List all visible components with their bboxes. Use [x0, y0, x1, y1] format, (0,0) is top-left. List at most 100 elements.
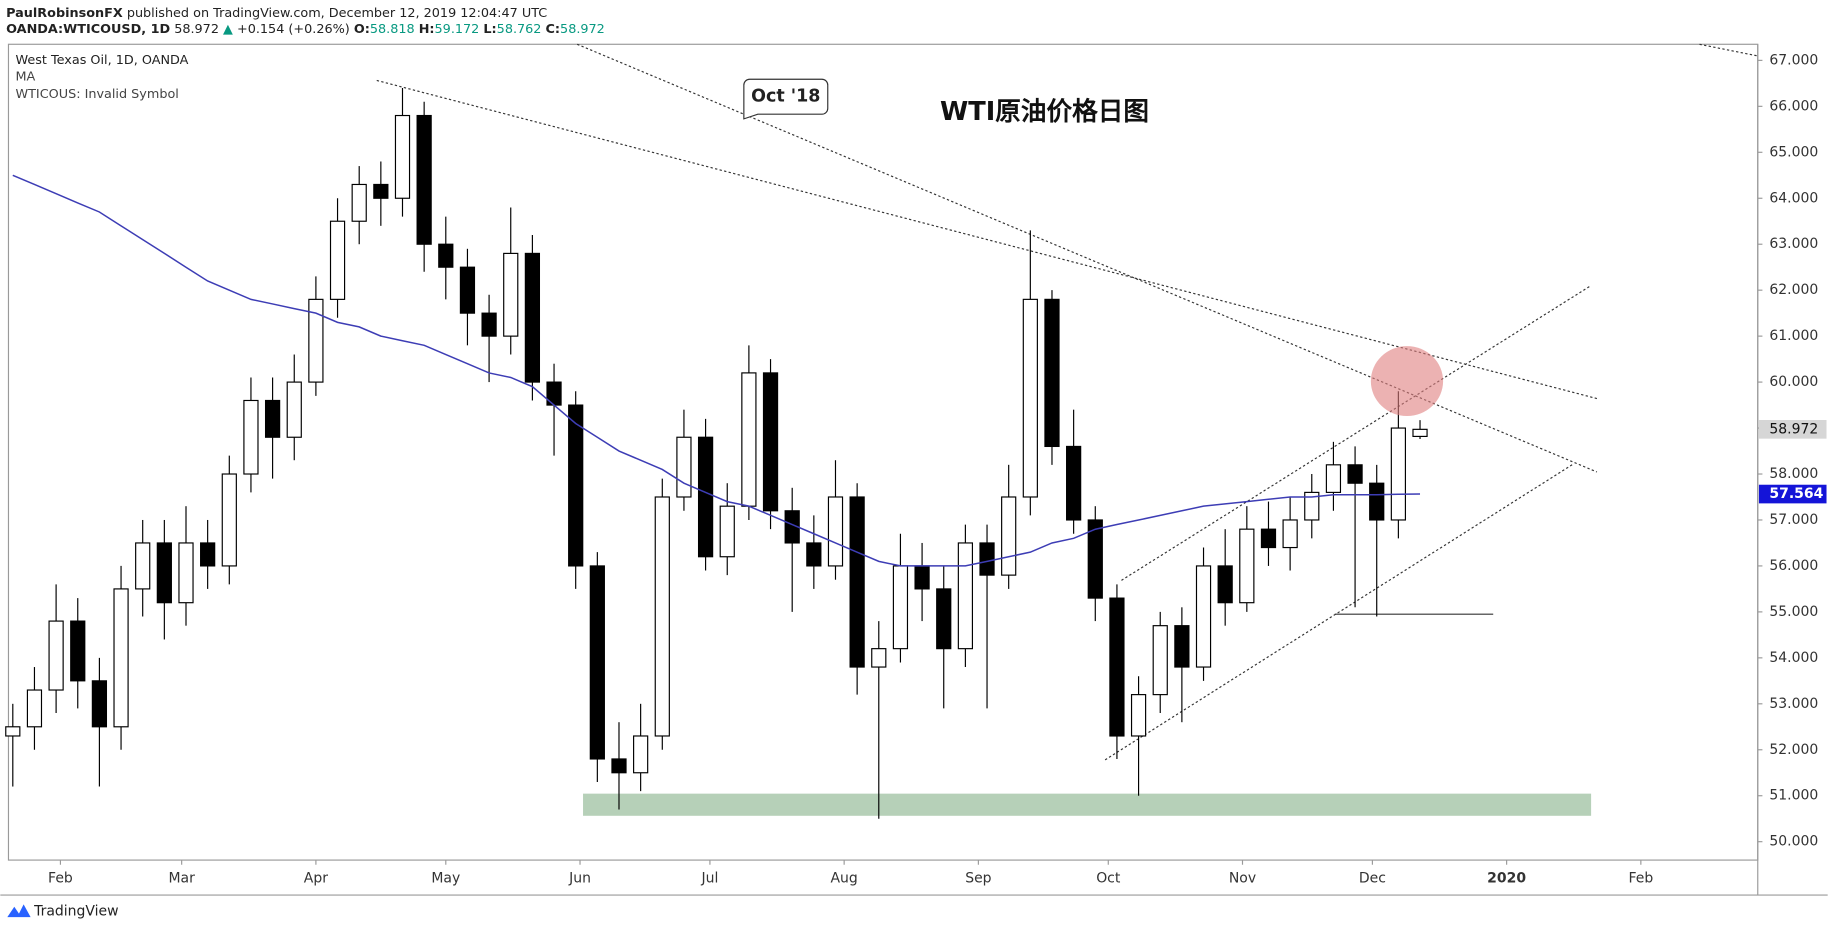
candle-body [1109, 597, 1125, 737]
candle-body [503, 252, 519, 337]
change: +0.154 (+0.26%) [237, 22, 350, 37]
candle-body [113, 588, 129, 728]
candle-body [1130, 694, 1147, 737]
candle-body [1282, 519, 1298, 549]
candle-body [762, 372, 779, 512]
x-tick-label: 2020 [1487, 871, 1526, 887]
candle-body [135, 542, 151, 590]
l-label: L: [483, 22, 496, 37]
callout: Oct '18 [751, 87, 820, 107]
candle-body [26, 689, 43, 728]
arrow: ▲ [223, 22, 233, 37]
x-tick-label: Aug [831, 871, 858, 887]
last-price-badge [1758, 420, 1827, 439]
candle-body [286, 381, 302, 438]
channel-lower [1104, 463, 1574, 761]
x-tick-label: Mar [168, 871, 195, 887]
y-tick-label: 53.000 [1769, 696, 1818, 712]
x-tick-label: Dec [1359, 871, 1386, 887]
candle-body [438, 243, 454, 268]
ma-badge [1758, 484, 1827, 504]
y-tick-label: 58.000 [1769, 466, 1818, 482]
author: PaulRobinsonFX [6, 5, 123, 20]
y-tick-label: 67.000 [1769, 52, 1818, 68]
candle-body [1001, 496, 1017, 576]
x-tick-label: Sep [965, 871, 991, 887]
y-tick-label: 64.000 [1769, 190, 1818, 206]
legend-note: WTICOUS: Invalid Symbol [15, 87, 178, 102]
last: 58.972 [174, 22, 219, 37]
candle-body [156, 542, 172, 604]
candle-body [1087, 519, 1103, 599]
x-tick-label: Feb [48, 871, 73, 887]
candle-body [329, 220, 346, 300]
candle-body [979, 542, 995, 576]
candle-body [611, 758, 627, 774]
y-tick-label: 61.000 [1769, 328, 1818, 344]
l-value: 58.762 [497, 22, 542, 37]
x-tick-label: Oct [1096, 871, 1121, 887]
ma-line [12, 174, 1421, 567]
o-label: O: [354, 22, 370, 37]
x-tick-label: Jun [568, 871, 591, 887]
candle-body [1022, 298, 1038, 498]
y-tick-label: 51.000 [1769, 788, 1818, 804]
candle-body [351, 183, 367, 222]
symbol: OANDA:WTICOUSD, 1D [6, 22, 170, 37]
candle-body [1369, 482, 1385, 521]
candle-body [91, 680, 108, 728]
footer: TradingView [33, 903, 118, 919]
candle-body [1304, 491, 1320, 521]
h-value: 59.172 [435, 22, 480, 37]
candle-body [568, 404, 584, 567]
published: published on TradingView.com, December 1… [127, 5, 547, 20]
h-label: H: [419, 22, 435, 37]
candle-body [1347, 464, 1363, 484]
candle-body [524, 252, 541, 383]
candle-body [416, 114, 432, 245]
candle-body [914, 565, 930, 590]
candle-body [481, 312, 497, 337]
c-label: C: [546, 22, 561, 37]
candle-body [741, 372, 757, 507]
quote-line: OANDA:WTICOUSD, 1D 58.972 ▲ +0.154 (+0.2… [6, 22, 605, 37]
candle-body [654, 496, 670, 737]
candle-body [459, 266, 476, 314]
drawings [376, 43, 1758, 816]
header-line: PaulRobinsonFX published on TradingView.… [6, 5, 547, 20]
candle-body [1152, 625, 1168, 696]
candle-body [308, 298, 324, 383]
candle-body [633, 735, 649, 774]
candle-body [394, 114, 411, 199]
support-zone [583, 793, 1592, 816]
candle-body [1412, 428, 1428, 437]
o-value: 58.818 [370, 22, 415, 37]
candle-body [1174, 625, 1190, 668]
callout-box [743, 78, 829, 120]
candle-body [1390, 427, 1406, 521]
candle-body [1044, 298, 1060, 448]
channel-upper [1121, 285, 1592, 581]
candle-body [697, 436, 714, 558]
highlight [1370, 346, 1444, 417]
candle-body [589, 565, 605, 760]
candle-body [264, 399, 281, 438]
candle-body [1325, 464, 1342, 493]
ma-price-label: 57.564 [1769, 486, 1823, 502]
candle-body [1217, 565, 1233, 604]
y-tick-label: 56.000 [1769, 558, 1818, 574]
candle-body [221, 473, 237, 567]
chart-title: WTI原油价格日图 [940, 96, 1149, 127]
legend-ma: MA [15, 69, 35, 84]
x-tick-label: Nov [1229, 871, 1256, 887]
y-tick-label: 65.000 [1769, 144, 1818, 160]
x-tick-label: Feb [1628, 871, 1653, 887]
candle-body [936, 588, 952, 650]
trendline [376, 79, 1598, 400]
y-tick-label: 66.000 [1769, 98, 1818, 114]
x-tick-label: Apr [304, 871, 328, 887]
c-value: 58.972 [560, 22, 605, 37]
candle-body [200, 542, 216, 567]
candle-body [70, 620, 86, 682]
